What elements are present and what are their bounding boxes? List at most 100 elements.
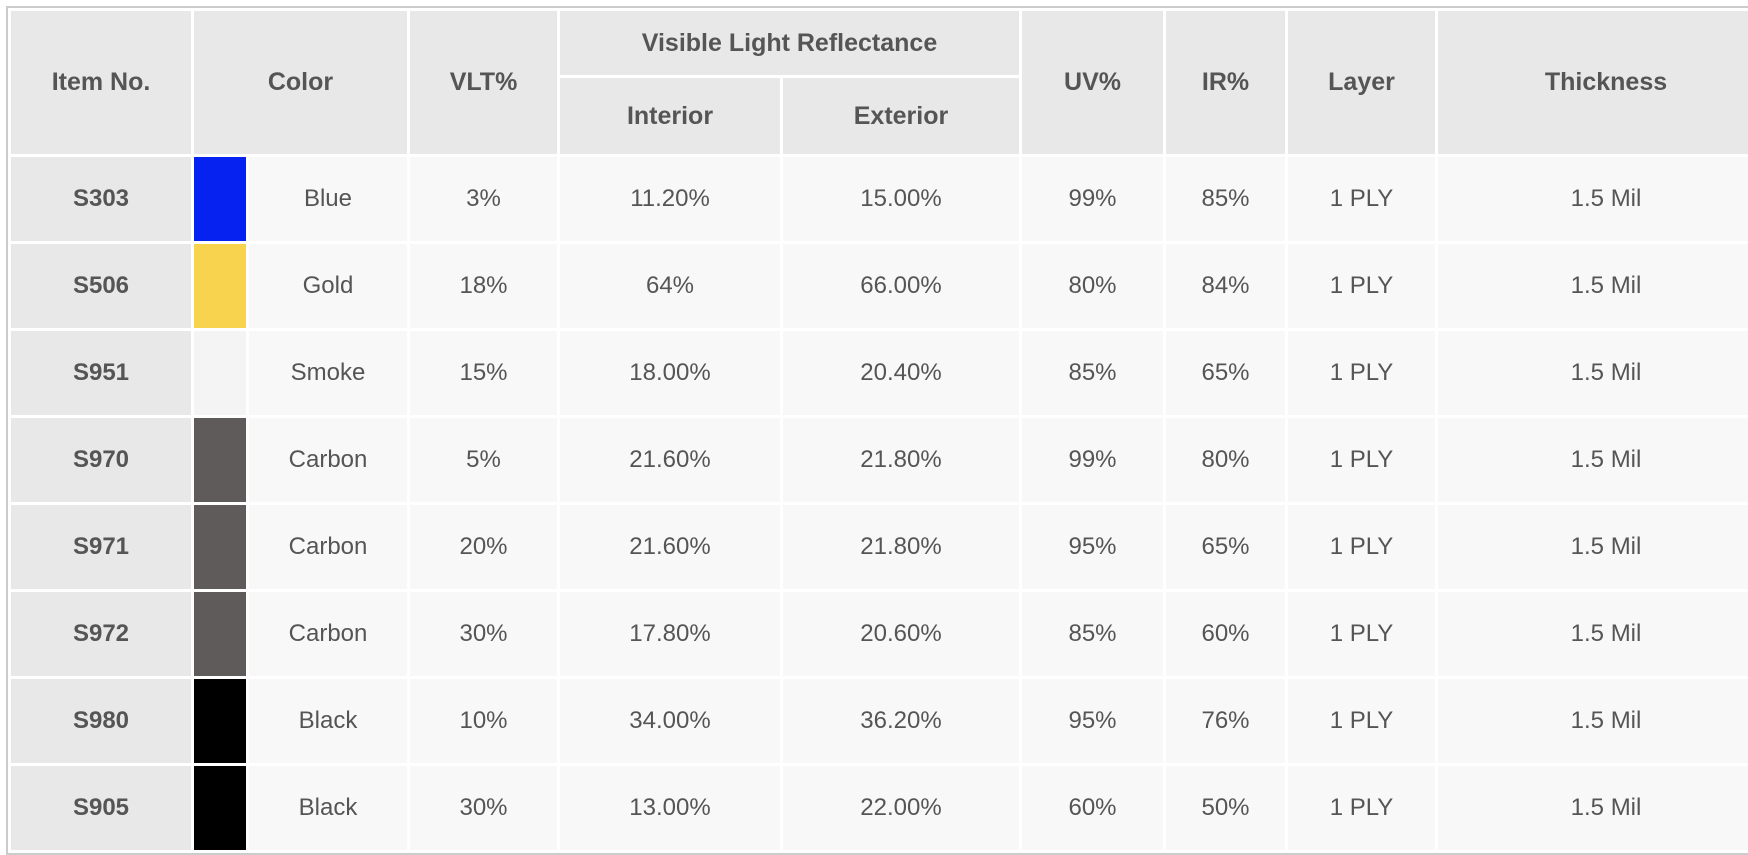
table-row: S951 Smoke 15% 18.00% 20.40% 85% 65% 1 P… xyxy=(11,331,1748,415)
uv-cell: 99% xyxy=(1022,418,1163,502)
interior-reflectance-cell: 11.20% xyxy=(560,157,780,241)
uv-cell: 95% xyxy=(1022,679,1163,763)
ir-cell: 50% xyxy=(1166,766,1285,850)
ir-cell: 80% xyxy=(1166,418,1285,502)
uv-cell: 80% xyxy=(1022,244,1163,328)
item-no-cell: S970 xyxy=(11,418,191,502)
thickness-cell: 1.5 Mil xyxy=(1438,766,1748,850)
thickness-cell: 1.5 Mil xyxy=(1438,418,1748,502)
color-swatch xyxy=(194,244,246,328)
color-swatch-cell xyxy=(194,592,246,676)
thickness-cell: 1.5 Mil xyxy=(1438,679,1748,763)
table-row: S972 Carbon 30% 17.80% 20.60% 85% 60% 1 … xyxy=(11,592,1748,676)
uv-cell: 60% xyxy=(1022,766,1163,850)
exterior-reflectance-cell: 36.20% xyxy=(783,679,1019,763)
header-visible-light-reflectance: Visible Light Reflectance xyxy=(560,11,1019,75)
thickness-cell: 1.5 Mil xyxy=(1438,331,1748,415)
vlt-cell: 30% xyxy=(410,592,557,676)
tint-spec-table: Item No. Color VLT% Visible Light Reflec… xyxy=(6,6,1748,855)
header-layer: Layer xyxy=(1288,11,1435,154)
layer-cell: 1 PLY xyxy=(1288,244,1435,328)
header-color: Color xyxy=(194,11,407,154)
layer-cell: 1 PLY xyxy=(1288,592,1435,676)
vlt-cell: 18% xyxy=(410,244,557,328)
exterior-reflectance-cell: 20.40% xyxy=(783,331,1019,415)
interior-reflectance-cell: 21.60% xyxy=(560,418,780,502)
layer-cell: 1 PLY xyxy=(1288,418,1435,502)
table-header: Item No. Color VLT% Visible Light Reflec… xyxy=(11,11,1748,154)
vlt-cell: 3% xyxy=(410,157,557,241)
uv-cell: 85% xyxy=(1022,592,1163,676)
item-no-cell: S506 xyxy=(11,244,191,328)
exterior-reflectance-cell: 21.80% xyxy=(783,418,1019,502)
layer-cell: 1 PLY xyxy=(1288,331,1435,415)
interior-reflectance-cell: 13.00% xyxy=(560,766,780,850)
color-swatch xyxy=(194,766,246,850)
vlt-cell: 5% xyxy=(410,418,557,502)
color-name-cell: Black xyxy=(249,679,407,763)
vlt-cell: 10% xyxy=(410,679,557,763)
color-name-cell: Carbon xyxy=(249,505,407,589)
layer-cell: 1 PLY xyxy=(1288,505,1435,589)
item-no-cell: S972 xyxy=(11,592,191,676)
color-swatch xyxy=(194,418,246,502)
table-row: S506 Gold 18% 64% 66.00% 80% 84% 1 PLY 1… xyxy=(11,244,1748,328)
ir-cell: 85% xyxy=(1166,157,1285,241)
color-swatch-cell xyxy=(194,505,246,589)
color-swatch xyxy=(194,592,246,676)
uv-cell: 99% xyxy=(1022,157,1163,241)
color-swatch xyxy=(194,679,246,763)
color-swatch-cell xyxy=(194,418,246,502)
color-swatch-cell xyxy=(194,766,246,850)
interior-reflectance-cell: 17.80% xyxy=(560,592,780,676)
interior-reflectance-cell: 18.00% xyxy=(560,331,780,415)
color-swatch-cell xyxy=(194,679,246,763)
color-name-cell: Black xyxy=(249,766,407,850)
color-name-cell: Gold xyxy=(249,244,407,328)
vlt-cell: 30% xyxy=(410,766,557,850)
item-no-cell: S303 xyxy=(11,157,191,241)
item-no-cell: S905 xyxy=(11,766,191,850)
layer-cell: 1 PLY xyxy=(1288,157,1435,241)
color-name-cell: Carbon xyxy=(249,592,407,676)
ir-cell: 65% xyxy=(1166,331,1285,415)
item-no-cell: S980 xyxy=(11,679,191,763)
layer-cell: 1 PLY xyxy=(1288,679,1435,763)
ir-cell: 60% xyxy=(1166,592,1285,676)
color-swatch xyxy=(194,505,246,589)
exterior-reflectance-cell: 15.00% xyxy=(783,157,1019,241)
vlt-cell: 20% xyxy=(410,505,557,589)
exterior-reflectance-cell: 21.80% xyxy=(783,505,1019,589)
table-row: S303 Blue 3% 11.20% 15.00% 99% 85% 1 PLY… xyxy=(11,157,1748,241)
interior-reflectance-cell: 64% xyxy=(560,244,780,328)
interior-reflectance-cell: 34.00% xyxy=(560,679,780,763)
uv-cell: 85% xyxy=(1022,331,1163,415)
exterior-reflectance-cell: 22.00% xyxy=(783,766,1019,850)
table-row: S971 Carbon 20% 21.60% 21.80% 95% 65% 1 … xyxy=(11,505,1748,589)
color-swatch xyxy=(194,331,246,415)
uv-cell: 95% xyxy=(1022,505,1163,589)
thickness-cell: 1.5 Mil xyxy=(1438,592,1748,676)
interior-reflectance-cell: 21.60% xyxy=(560,505,780,589)
header-interior: Interior xyxy=(560,78,780,154)
table-row: S905 Black 30% 13.00% 22.00% 60% 50% 1 P… xyxy=(11,766,1748,850)
ir-cell: 76% xyxy=(1166,679,1285,763)
thickness-cell: 1.5 Mil xyxy=(1438,505,1748,589)
table-row: S970 Carbon 5% 21.60% 21.80% 99% 80% 1 P… xyxy=(11,418,1748,502)
color-name-cell: Carbon xyxy=(249,418,407,502)
color-swatch-cell xyxy=(194,331,246,415)
color-swatch xyxy=(194,157,246,241)
layer-cell: 1 PLY xyxy=(1288,766,1435,850)
table-row: S980 Black 10% 34.00% 36.20% 95% 76% 1 P… xyxy=(11,679,1748,763)
vlt-cell: 15% xyxy=(410,331,557,415)
ir-cell: 65% xyxy=(1166,505,1285,589)
header-ir: IR% xyxy=(1166,11,1285,154)
header-vlt: VLT% xyxy=(410,11,557,154)
header-thickness: Thickness xyxy=(1438,11,1748,154)
color-name-cell: Blue xyxy=(249,157,407,241)
thickness-cell: 1.5 Mil xyxy=(1438,244,1748,328)
ir-cell: 84% xyxy=(1166,244,1285,328)
color-swatch-cell xyxy=(194,157,246,241)
header-item-no: Item No. xyxy=(11,11,191,154)
